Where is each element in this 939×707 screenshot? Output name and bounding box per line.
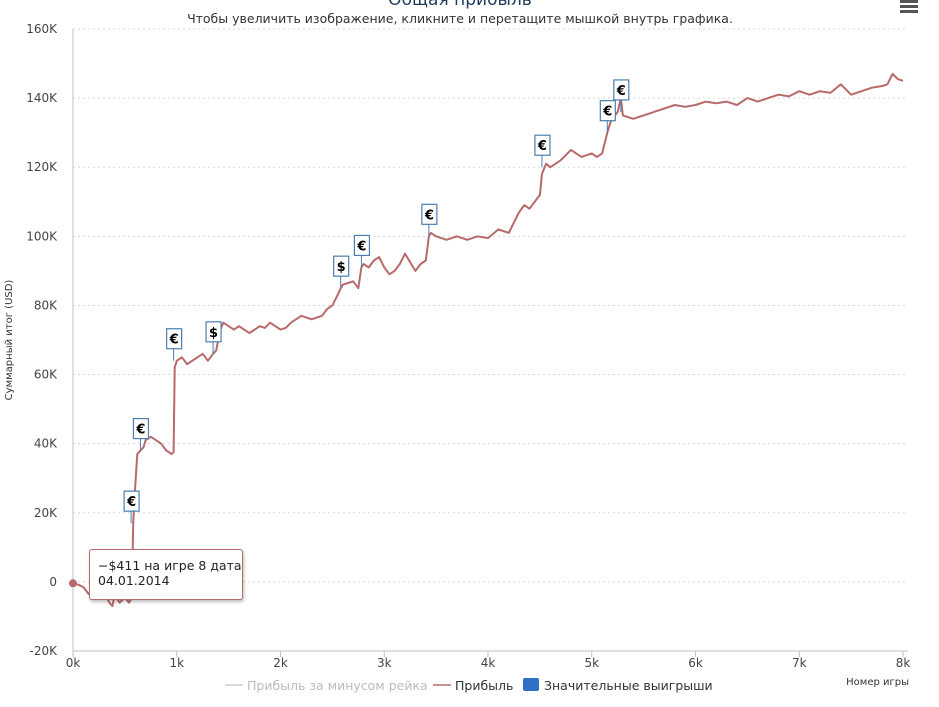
- big-win-flag[interactable]: €: [132, 417, 150, 451]
- x-tick-label: 1k: [169, 656, 184, 670]
- hamburger-menu-icon[interactable]: [900, 0, 918, 13]
- legend: Прибыль за минусом рейка Прибыль Значите…: [225, 678, 713, 693]
- y-tick-label: 0: [49, 575, 57, 589]
- x-axis-ticks: 0k 1k 2k 3k 4k 5k 6k 7k 8k: [66, 651, 911, 670]
- y-tick-label: 80K: [34, 298, 58, 312]
- big-win-flag[interactable]: €: [123, 490, 140, 524]
- x-tick-label: 7k: [792, 656, 807, 670]
- y-tick-label: 160K: [26, 22, 58, 36]
- legend-square-icon: [523, 678, 539, 691]
- y-tick-label: 100K: [26, 229, 58, 243]
- legend-label: Значительные выигрыши: [544, 678, 713, 693]
- x-tick-label: 4k: [481, 656, 496, 670]
- y-axis-ticks: -20K 0 20K 40K 60K 80K 100K 120K 140K 160K: [26, 22, 58, 658]
- y-axis-title: Суммарный итог (USD): [4, 280, 15, 401]
- chart-subtitle: Чтобы увеличить изображение, кликните и …: [187, 11, 733, 26]
- big-win-flag[interactable]: €: [613, 79, 630, 112]
- series-layer: [72, 72, 904, 608]
- flag-symbol: €: [135, 423, 145, 438]
- legend-item-big-wins[interactable]: Значительные выигрыши: [523, 678, 713, 693]
- big-win-flag[interactable]: $: [333, 255, 350, 289]
- y-tick-label: 60K: [34, 368, 58, 382]
- flag-symbol: €: [602, 105, 612, 120]
- x-tick-label: 8k: [896, 656, 911, 670]
- big-win-flag[interactable]: $: [205, 321, 222, 354]
- y-tick-label: 20K: [34, 506, 58, 520]
- big-win-flag[interactable]: €: [534, 134, 551, 168]
- y-tick-label: -20K: [30, 644, 59, 658]
- x-axis-title: Номер игры: [846, 677, 909, 688]
- legend-label: Прибыль за минусом рейка: [247, 678, 428, 693]
- flag-symbol: $: [209, 326, 218, 341]
- y-tick-label: 40K: [34, 437, 58, 451]
- big-win-flag[interactable]: €: [353, 234, 371, 268]
- y-tick-label: 140K: [26, 91, 58, 105]
- x-tick-label: 3k: [377, 656, 392, 670]
- flags-layer: € € € $ $ € € € € €: [123, 79, 630, 524]
- x-tick-label: 6k: [688, 656, 703, 670]
- flag-symbol: €: [356, 239, 366, 254]
- x-tick-label: 2k: [273, 656, 288, 670]
- flag-symbol: €: [126, 495, 136, 510]
- big-win-flag[interactable]: €: [421, 203, 438, 237]
- flag-symbol: €: [616, 84, 626, 99]
- tooltip-line-2: 04.01.2014: [98, 573, 170, 588]
- legend-item-profit[interactable]: Прибыль: [433, 678, 513, 693]
- tooltip-line-1: −$411 на игре 8 дата: [98, 558, 242, 573]
- legend-item-net-of-rake[interactable]: Прибыль за минусом рейка: [225, 678, 428, 693]
- x-tick-label: 5k: [584, 656, 599, 670]
- x-tick-label: 0k: [66, 656, 81, 670]
- flag-symbol: €: [169, 333, 179, 348]
- flag-symbol: $: [337, 260, 346, 275]
- hovered-data-point: [69, 579, 77, 588]
- big-win-flag[interactable]: €: [166, 328, 183, 361]
- y-tick-label: 120K: [26, 160, 58, 174]
- profit-series-line[interactable]: [72, 72, 904, 608]
- flag-symbol: €: [537, 139, 547, 154]
- chart-title: Общая прибыль: [388, 0, 532, 10]
- big-win-flag[interactable]: €: [599, 100, 616, 133]
- flag-symbol: €: [424, 208, 434, 223]
- legend-label: Прибыль: [455, 678, 513, 693]
- data-tooltip: −$411 на игре 8 дата 04.01.2014: [89, 549, 243, 600]
